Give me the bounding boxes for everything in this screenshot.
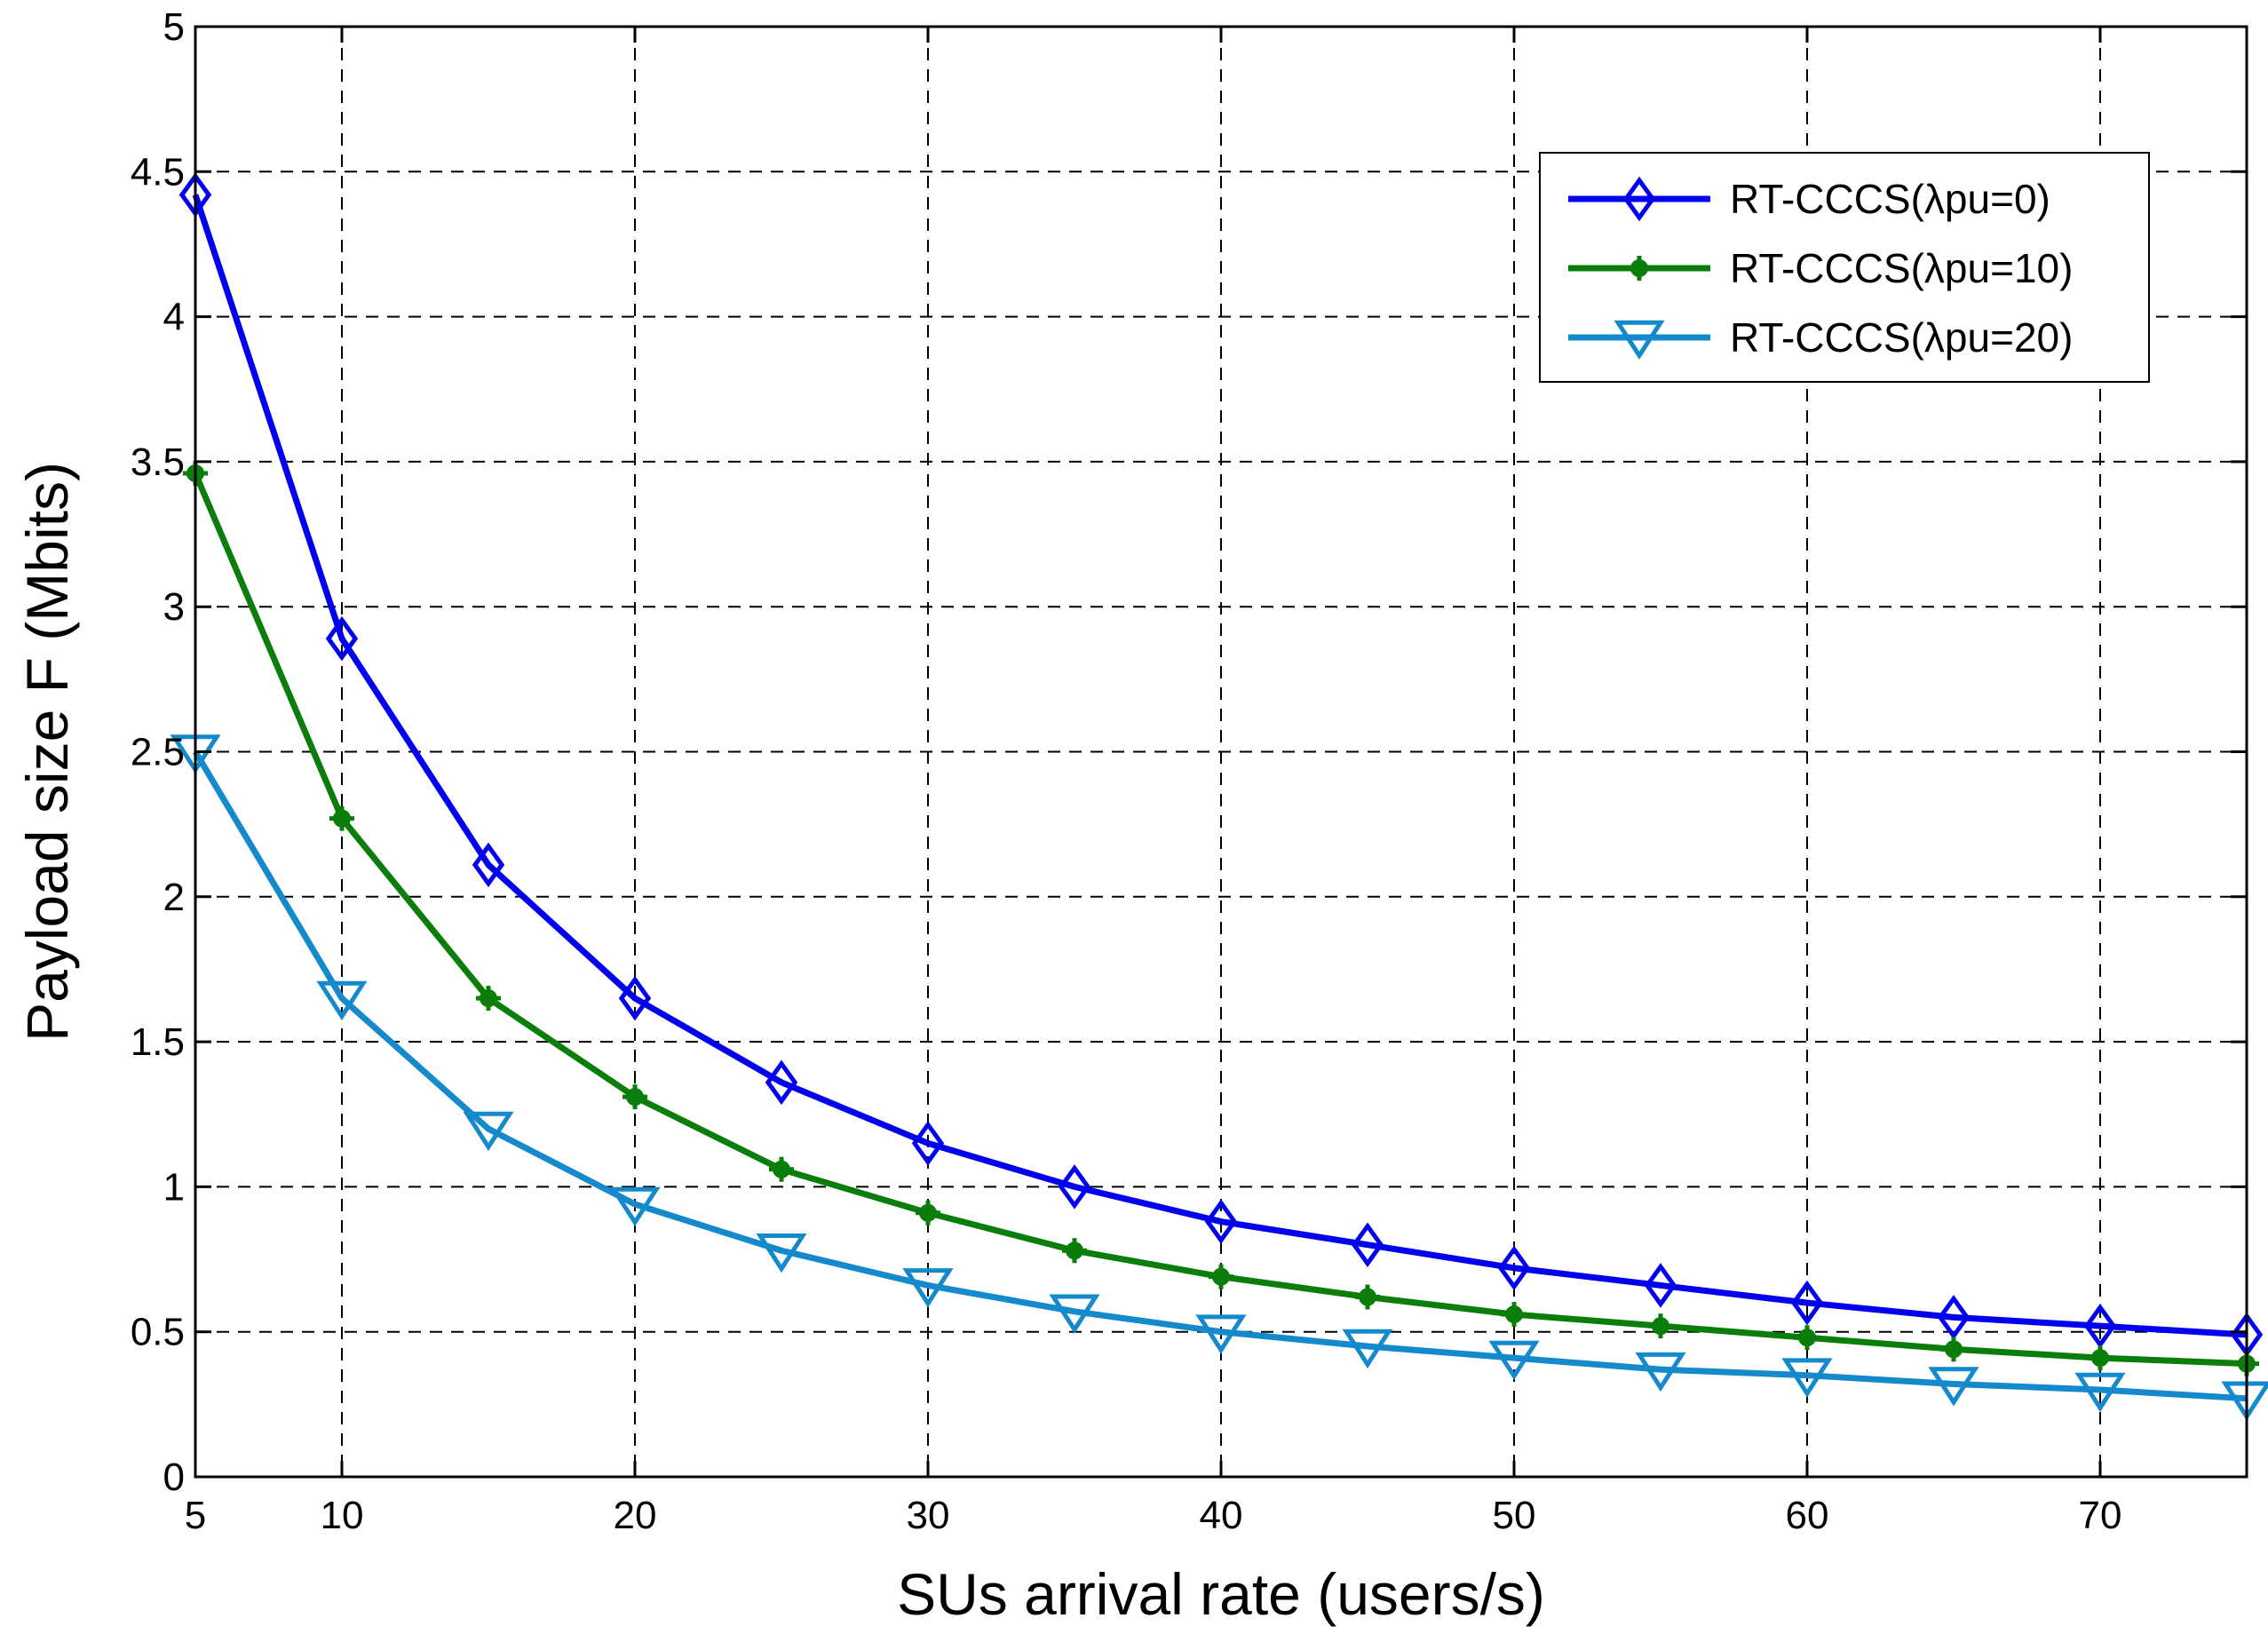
y-tick-label: 1 — [163, 1165, 185, 1209]
data-point — [1502, 1302, 1527, 1328]
data-point — [623, 1084, 647, 1110]
data-point — [916, 1200, 940, 1226]
data-point — [1058, 1164, 1091, 1210]
data-point — [1781, 1358, 1833, 1398]
data-point — [472, 842, 505, 888]
legend: RT-CCCS(λpu=0) RT-CCCS(λpu=10) RT-CCCS(λpu… — [1539, 152, 2150, 383]
y-axis-title: Payload size F (Mbits) — [14, 462, 80, 1042]
y-tick-label: 3 — [163, 585, 185, 629]
x-tick-label: 70 — [2079, 1494, 2122, 1537]
data-point — [476, 986, 501, 1011]
data-point — [1204, 1199, 1238, 1244]
series-1 — [178, 172, 2264, 1358]
y-tick-label: 3.5 — [131, 440, 185, 484]
data-point — [769, 1156, 794, 1182]
ticks: 0 0.5 1 1.5 2 2.5 3 3.5 4 4.5 5 5 10 20 30 40 50 60 70 — [131, 5, 2247, 1537]
series-line — [192, 194, 2248, 1338]
data-point — [1635, 1352, 1686, 1392]
data-point — [463, 1111, 514, 1152]
data-point — [1355, 1284, 1380, 1310]
data-point — [756, 1233, 807, 1273]
data-point — [1195, 1314, 1247, 1354]
legend-marker — [1614, 320, 1665, 361]
legend-item-1: RT-CCCS(λpu=0) — [1568, 176, 2050, 222]
data-point — [618, 975, 652, 1021]
data-point — [1488, 1340, 1540, 1381]
y-tick-label: 4.5 — [131, 150, 185, 194]
data-point — [1648, 1313, 1673, 1339]
x-tick-label: 60 — [1786, 1494, 1829, 1537]
series-3 — [170, 734, 2268, 1421]
data-point — [1790, 1280, 1824, 1326]
y-tick-label: 0 — [163, 1456, 185, 1499]
data-point — [765, 1059, 798, 1106]
y-tick-label: 1.5 — [131, 1020, 185, 1064]
y-tick-label: 0.5 — [131, 1311, 185, 1354]
x-tick-label: 30 — [907, 1494, 950, 1537]
series-line — [192, 750, 2248, 1402]
data-point — [1342, 1329, 1393, 1369]
y-tick-label: 2 — [163, 876, 185, 919]
x-tick-label: 50 — [1493, 1494, 1536, 1537]
x-axis-title: SUs arrival rate (users/s) — [897, 1561, 1545, 1627]
data-point — [1795, 1325, 1820, 1351]
y-tick-label: 5 — [163, 5, 185, 49]
data-point — [2074, 1372, 2126, 1413]
data-point — [1937, 1295, 1971, 1340]
data-point — [902, 1268, 954, 1308]
legend-label: RT-CCCS(λpu=20) — [1730, 314, 2073, 361]
data-point — [1351, 1222, 1384, 1267]
data-point — [911, 1121, 945, 1166]
data-point — [1497, 1245, 1531, 1291]
data-point — [2088, 1345, 2113, 1371]
legend-label: RT-CCCS(λpu=10) — [1730, 245, 2073, 291]
x-tick-label: 5 — [185, 1494, 206, 1537]
legend-marker — [1627, 256, 1652, 281]
data-point — [609, 1186, 661, 1227]
x-tick-label: 10 — [321, 1494, 364, 1537]
data-point — [325, 615, 359, 662]
grid — [195, 27, 2247, 1477]
x-tick-label: 40 — [1200, 1494, 1243, 1537]
legend-label: RT-CCCS(λpu=0) — [1730, 176, 2050, 222]
data-point — [1644, 1263, 1677, 1308]
y-tick-label: 2.5 — [131, 731, 185, 774]
legend-item-3: RT-CCCS(λpu=20) — [1568, 314, 2073, 361]
data-point — [1049, 1294, 1100, 1334]
series-layer — [170, 172, 2268, 1421]
data-point — [316, 980, 368, 1021]
legend-item-2: RT-CCCS(λpu=10) — [1568, 245, 2073, 291]
data-point — [329, 805, 354, 831]
data-point — [1928, 1367, 1979, 1407]
data-point — [1209, 1264, 1233, 1289]
data-point — [1062, 1238, 1087, 1264]
legend-marker — [1622, 176, 1656, 222]
data-point — [1941, 1337, 1966, 1362]
data-point — [2083, 1303, 2117, 1349]
x-tick-label: 20 — [614, 1494, 657, 1537]
y-tick-label: 4 — [163, 296, 185, 339]
